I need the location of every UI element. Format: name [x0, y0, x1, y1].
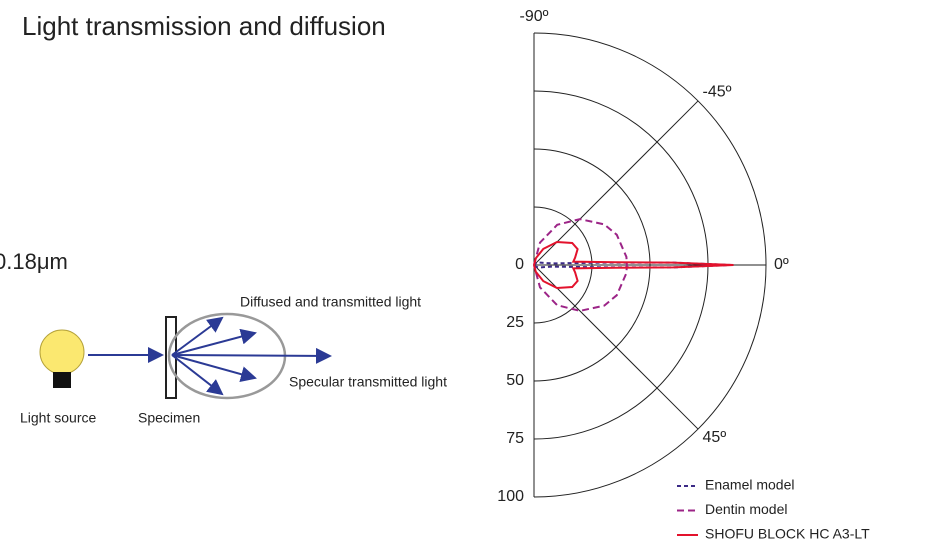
- r-tick-label: 50: [506, 372, 524, 389]
- note: 0.18μm: [0, 249, 68, 274]
- arrows: [171, 316, 332, 396]
- angle-label: -90º: [520, 8, 549, 25]
- specimen-label: Specimen: [138, 410, 200, 426]
- legend-label: SHOFU BLOCK HC A3-LT: [705, 526, 870, 542]
- polar-chart: 0 25 50 75 100 -90º -45º 0º 45º Enamel model Denti…: [497, 8, 870, 541]
- r-tick-label: 75: [506, 430, 524, 447]
- angle-line: [533, 100, 699, 266]
- bulb: [39, 329, 85, 375]
- diagram: Diffused and transmitted light Specular …: [20, 294, 447, 426]
- title: Light transmission and diffusion: [22, 11, 386, 41]
- angle-label: 0º: [774, 256, 789, 273]
- angle-line: [533, 264, 699, 430]
- specular-label: Specular transmitted light: [289, 374, 447, 390]
- legend-label: Enamel model: [705, 477, 795, 493]
- r-tick-label: 0: [515, 256, 524, 273]
- angle-label: -45º: [703, 84, 732, 101]
- angle-label: 45º: [703, 429, 727, 446]
- series-line: [533, 240, 734, 290]
- source-label: Light source: [20, 410, 96, 426]
- series-line: [533, 218, 628, 312]
- legend-label: Dentin model: [705, 501, 788, 517]
- r-tick-label: 25: [506, 314, 524, 331]
- bulb-base: [53, 372, 71, 388]
- r-tick-label: 100: [497, 488, 524, 505]
- diffused-label: Diffused and transmitted light: [240, 294, 421, 310]
